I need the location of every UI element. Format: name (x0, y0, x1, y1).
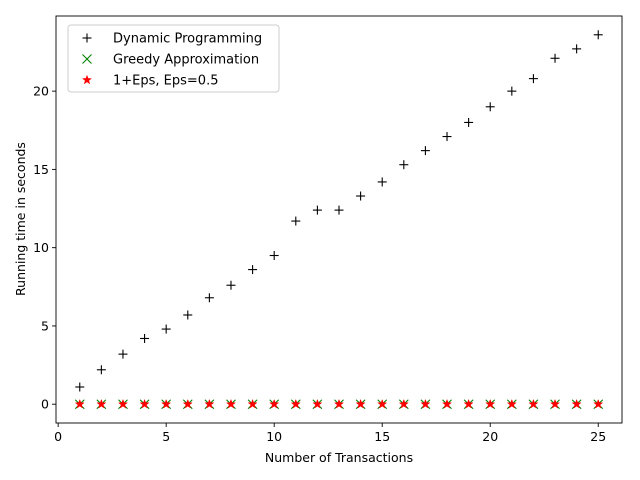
data-point (420, 398, 431, 409)
data-point (312, 398, 323, 409)
data-point (182, 398, 193, 409)
y-tick-label: 5 (41, 318, 49, 333)
x-tick-label: 5 (162, 429, 170, 444)
data-point (464, 117, 474, 127)
data-point (593, 30, 603, 40)
data-point (225, 398, 237, 409)
data-point (333, 398, 345, 409)
legend-marker (82, 33, 92, 43)
data-point (139, 398, 150, 409)
data-point (161, 324, 171, 334)
data-point (550, 53, 560, 63)
legend-marker (81, 74, 93, 85)
y-tick-label: 15 (33, 162, 49, 177)
data-point (571, 398, 582, 409)
data-point (549, 398, 561, 409)
x-tick-label: 0 (54, 429, 62, 444)
data-point (399, 160, 409, 170)
data-point (528, 398, 539, 409)
data-point (226, 280, 236, 290)
y-tick-label: 0 (41, 397, 49, 412)
data-point (485, 102, 495, 112)
data-point (204, 293, 214, 303)
data-point (291, 216, 301, 226)
legend-label: Greedy Approximation (113, 53, 259, 68)
legend: Dynamic Programming Greedy Approximation 1… (67, 24, 280, 93)
x-stroke-b (82, 54, 92, 64)
data-point (140, 333, 150, 343)
data-point (398, 398, 409, 409)
data-point (334, 205, 344, 215)
data-point (441, 398, 453, 409)
y-tick-label: 20 (33, 84, 49, 99)
data-point (506, 398, 517, 409)
data-point (204, 398, 215, 409)
data-point (269, 251, 279, 261)
data-point (528, 74, 538, 84)
data-point (183, 310, 193, 320)
data-point (377, 398, 388, 409)
data-point (420, 146, 430, 156)
data-point (96, 365, 106, 375)
x-tick-label: 15 (374, 429, 390, 444)
x-tick-label: 25 (590, 429, 606, 444)
data-point (485, 398, 496, 409)
data-point (96, 398, 107, 409)
data-point (247, 398, 258, 409)
legend-marker (82, 54, 92, 64)
x-axis-label: Number of Transactions (265, 450, 413, 465)
data-point (356, 191, 366, 201)
data-point (290, 398, 301, 409)
data-point (355, 398, 366, 409)
data-point (507, 86, 517, 96)
legend-frame (67, 24, 280, 93)
data-point (75, 382, 85, 392)
data-point (593, 398, 604, 409)
x-tick-label: 10 (266, 429, 282, 444)
y-axis-label: Running time in seconds (13, 142, 28, 296)
data-point (442, 132, 452, 142)
x-axis: 0 5 10 15 20 25 (54, 423, 606, 444)
data-marks (74, 30, 604, 410)
y-axis: 0 5 10 15 20 (33, 84, 56, 412)
y-tick-label: 10 (33, 240, 49, 255)
data-point (312, 205, 322, 215)
series-3 (74, 398, 604, 409)
data-point (377, 177, 387, 187)
data-point (74, 398, 85, 409)
data-point (572, 44, 582, 54)
legend-label: 1+Eps, Eps=0.5 (113, 74, 218, 89)
series-1 (75, 30, 603, 392)
data-point (248, 265, 258, 275)
x-tick-label: 20 (482, 429, 498, 444)
legend-label: Dynamic Programming (113, 32, 262, 47)
data-point (118, 349, 128, 359)
data-point (269, 398, 280, 409)
data-point (117, 398, 129, 409)
data-point (463, 398, 474, 409)
data-point (161, 398, 172, 409)
